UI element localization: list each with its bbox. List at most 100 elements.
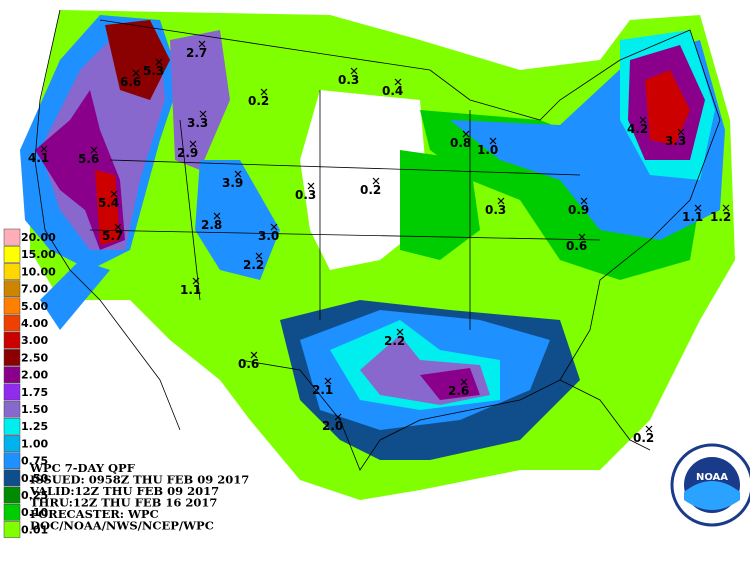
point-label: 0.3 (485, 203, 506, 217)
point-label: 4.2 (627, 122, 648, 136)
point-label: 3.3 (665, 134, 686, 148)
point-label: 1.1 (682, 210, 703, 224)
point-label: 4.1 (28, 151, 49, 165)
legend-swatch (3, 263, 21, 280)
legend-swatch (3, 280, 21, 298)
point-label: 0.3 (338, 73, 359, 87)
point-label: 2.6 (448, 384, 469, 398)
point-marker (199, 110, 207, 118)
point-marker (722, 204, 730, 212)
point-label: 5.7 (102, 229, 123, 243)
legend-label: 2.50 (21, 351, 48, 364)
point-label: 2.8 (201, 218, 222, 232)
noaa-logo: NOAA (670, 443, 750, 527)
point-label: 3.0 (258, 229, 279, 243)
legend-label: 3.00 (21, 334, 48, 347)
point-marker (580, 197, 588, 205)
legend-swatch (3, 366, 21, 384)
point-marker (394, 78, 402, 86)
point-label: 2.1 (312, 383, 333, 397)
legend-label: 10.00 (21, 265, 56, 278)
point-marker (645, 425, 653, 433)
point-marker (155, 58, 163, 66)
info-line: THRU:12Z THU FEB 16 2017 (30, 496, 217, 510)
logo-text: NOAA (696, 472, 728, 483)
legend-label: 1.25 (21, 420, 48, 433)
point-marker (334, 413, 342, 421)
legend-label: 5.00 (21, 300, 48, 313)
point-label: 1.1 (180, 283, 201, 297)
point-marker (90, 146, 98, 154)
point-marker (462, 130, 470, 138)
legend-swatch (3, 314, 21, 332)
legend-label: 0.10 (21, 506, 48, 519)
legend-swatch (3, 435, 21, 452)
info-line: ISSUED: 0958Z THU FEB 09 2017 (30, 473, 249, 487)
point-marker (110, 190, 118, 198)
point-marker (324, 377, 332, 385)
legend-swatch (3, 521, 21, 538)
point-label: 1.2 (710, 210, 731, 224)
point-label: 0.2 (360, 183, 381, 197)
legend-swatch (3, 469, 21, 487)
point-label: 0.9 (568, 203, 589, 217)
point-marker (677, 128, 685, 136)
boundaries (34, 9, 721, 471)
legend-swatch (3, 400, 21, 418)
legend-swatch (3, 503, 21, 521)
point-marker (372, 177, 380, 185)
info-line: DOC/NOAA/NWS/NCEP/WPC (30, 519, 214, 533)
point-label: 2.2 (243, 258, 264, 272)
legend-swatch (3, 245, 21, 263)
point-marker (460, 378, 468, 386)
point-marker (639, 116, 647, 124)
point-label: 0.2 (248, 94, 269, 108)
point-label: 0.4 (382, 84, 403, 98)
legend-swatch (3, 331, 21, 349)
point-label: 2.2 (384, 334, 405, 348)
point-marker (189, 140, 197, 148)
legend-label: 4.00 (21, 317, 48, 330)
point-marker (40, 145, 48, 153)
point-marker (234, 170, 242, 178)
point-label: 0.8 (450, 136, 471, 150)
point-label: 0.6 (566, 239, 587, 253)
legend-swatch (3, 452, 21, 470)
point-label: 1.0 (477, 143, 498, 157)
point-marker (489, 137, 497, 145)
point-marker (396, 328, 404, 336)
point-label: 5.4 (98, 196, 119, 210)
point-label: 0.2 (633, 431, 654, 445)
point-marker (270, 223, 278, 231)
info-line: FORECASTER: WPC (30, 507, 159, 521)
legend-label: 15.00 (21, 248, 56, 261)
point-label: 2.0 (322, 419, 343, 433)
point-label: 3.9 (222, 176, 243, 190)
legend-swatch (3, 417, 21, 435)
point-labels: 0.2 0.3 0.4 2.7 6.65.3 3.3 2.9 3.9 4.1 5.6 5.4 5.7 2… (28, 40, 731, 445)
legend-label: 1.50 (21, 403, 48, 416)
point-marker (307, 182, 315, 190)
precip-fields (20, 10, 735, 500)
logo-wave (684, 481, 740, 510)
point-label: 0.6 (238, 357, 259, 371)
legend-label: 2.00 (21, 369, 48, 382)
point-marker (192, 277, 200, 285)
point-marker (250, 351, 258, 359)
legend-swatch (3, 297, 21, 315)
legend-label: 7.00 (21, 283, 48, 296)
point-marker (132, 69, 140, 77)
point-marker (578, 233, 586, 241)
point-label: 5.6 (78, 152, 99, 166)
point-marker (497, 197, 505, 205)
legend-label: 0.25 (21, 489, 48, 502)
point-marker (213, 212, 221, 220)
point-marker (260, 88, 268, 96)
legend-label: 0.50 (21, 472, 48, 485)
info-line: VALID:12Z THU FEB 09 2017 (29, 484, 219, 498)
point-label: 2.9 (177, 146, 198, 160)
legend-swatch (3, 486, 21, 504)
legend-label: 0.01 (21, 523, 48, 536)
